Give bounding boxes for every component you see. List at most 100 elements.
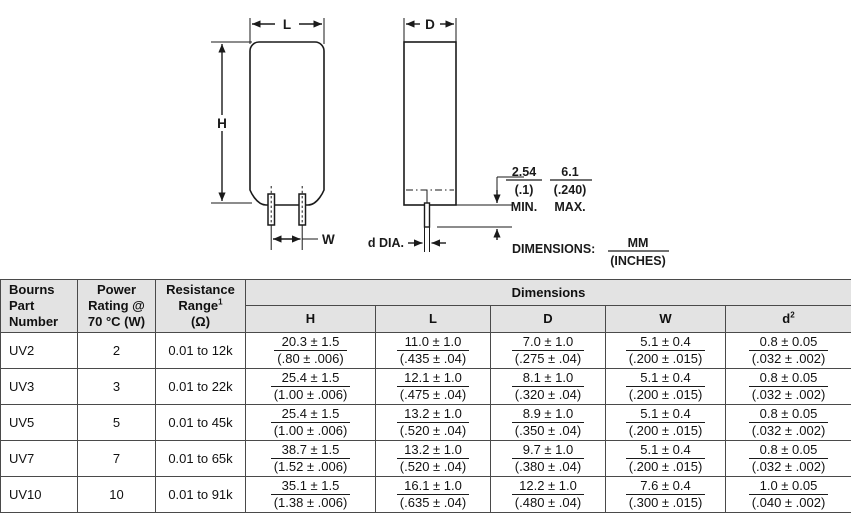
table-row: UV5 5 0.01 to 45k 25.4 ± 1.5 (1.00 ± .006) 13… (0, 403, 851, 441)
cell-resistance-range: 0.01 to 22k (155, 367, 246, 405)
value-inches: (.032 ± .002) (751, 386, 826, 402)
cell-dimension-w: 5.1 ± 0.4 (.200 ± .015) (605, 367, 726, 405)
value-inches: (.320 ± .04) (514, 386, 582, 402)
value-mm: 5.1 ± 0.4 (625, 442, 706, 459)
fraction-mm-over-inches: 0.8 ± 0.05 (.032 ± .002) (748, 370, 829, 403)
fraction-mm-over-inches: 38.7 ± 1.5 (1.52 ± .006) (270, 442, 351, 475)
cell-dimension-h: 20.3 ± 1.5 (.80 ± .006) (245, 331, 376, 369)
specifications-table: Bourns Part Number Power Rating @ 70 °C … (0, 278, 851, 513)
seating-plane-callout: 2.54 (.1) MIN. 6.1 (.240) MAX. (506, 165, 592, 214)
units-note-label: DIMENSIONS: (512, 242, 595, 256)
value-mm: 5.1 ± 0.4 (625, 334, 706, 351)
value-inches: (.475 ± .04) (399, 386, 467, 402)
value-mm: 8.9 ± 1.0 (511, 406, 585, 423)
cell-dimension-l: 13.2 ± 1.0 (.520 ± .04) (375, 439, 491, 477)
value-mm: 25.4 ± 1.5 (270, 370, 351, 387)
header-power-rating-line3: 70 °C (W) (87, 313, 146, 329)
cell-resistance-range: 0.01 to 91k (155, 475, 246, 513)
seating-max-label: MAX. (554, 200, 585, 214)
header-resistance-line2: Range (178, 297, 219, 313)
table-row: UV7 7 0.01 to 65k 38.7 ± 1.5 (1.52 ± .006) 13… (0, 439, 851, 477)
header-part-number-line1: Bourns (9, 282, 55, 297)
value-inches: (.200 ± .015) (628, 386, 703, 402)
cell-dimension-l: 13.2 ± 1.0 (.520 ± .04) (375, 403, 491, 441)
header-part-number-line2: Part (9, 297, 35, 313)
header-dim-d-dia: d2 (725, 305, 851, 333)
fraction-mm-over-inches: 16.1 ± 1.0 (.635 ± .04) (396, 478, 470, 511)
value-mm: 12.2 ± 1.0 (511, 478, 585, 495)
fraction-mm-over-inches: 12.1 ± 1.0 (.475 ± .04) (396, 370, 470, 403)
cell-dimension-h: 25.4 ± 1.5 (1.00 ± .006) (245, 367, 376, 405)
cell-dimension-d: 0.8 ± 0.05 (.032 ± .002) (725, 403, 851, 441)
fraction-mm-over-inches: 12.2 ± 1.0 (.480 ± .04) (511, 478, 585, 511)
header-dim-d-dia-text: d (782, 311, 791, 327)
fraction-mm-over-inches: 8.9 ± 1.0 (.350 ± .04) (511, 406, 585, 439)
header-dim-l: L (375, 305, 491, 333)
front-view: L H W (211, 17, 335, 250)
fraction-mm-over-inches: 9.7 ± 1.0 (.380 ± .04) (511, 442, 585, 475)
fraction-mm-over-inches: 5.1 ± 0.4 (.200 ± .015) (625, 442, 706, 475)
cell-dimension-h: 25.4 ± 1.5 (1.00 ± .006) (245, 403, 376, 441)
cell-power-rating: 3 (77, 367, 156, 405)
value-inches: (.380 ± .04) (514, 458, 582, 474)
fraction-mm-over-inches: 11.0 ± 1.0 (.435 ± .04) (396, 334, 470, 367)
fraction-mm-over-inches: 25.4 ± 1.5 (1.00 ± .006) (270, 406, 351, 439)
header-resistance-line3: (Ω) (190, 313, 211, 329)
value-inches: (.032 ± .002) (751, 422, 826, 438)
fraction-mm-over-inches: 8.1 ± 1.0 (.320 ± .04) (511, 370, 585, 403)
table-header-row-primary: Bourns Part Number Power Rating @ 70 °C … (0, 278, 851, 333)
table-body: UV2 2 0.01 to 12k 20.3 ± 1.5 (.80 ± .006) 11.… (0, 331, 851, 513)
cell-dimension-d: 0.8 ± 0.05 (.032 ± .002) (725, 367, 851, 405)
value-mm: 25.4 ± 1.5 (270, 406, 351, 423)
value-inches: (1.00 ± .006) (273, 422, 348, 438)
fraction-mm-over-inches: 35.1 ± 1.5 (1.38 ± .006) (270, 478, 351, 511)
fraction-mm-over-inches: 7.6 ± 0.4 (.300 ± .015) (625, 478, 706, 511)
value-inches: (.635 ± .04) (399, 494, 467, 510)
cell-resistance-range: 0.01 to 65k (155, 439, 246, 477)
header-dim-d: D (490, 305, 606, 333)
value-mm: 7.6 ± 0.4 (625, 478, 706, 495)
seating-min-label: MIN. (511, 200, 537, 214)
cell-dimension-d: 8.1 ± 1.0 (.320 ± .04) (490, 367, 606, 405)
value-mm: 7.0 ± 1.0 (511, 334, 585, 351)
value-inches: (1.00 ± .006) (273, 386, 348, 402)
value-mm: 35.1 ± 1.5 (270, 478, 351, 495)
dim-label-d-dia: d DIA. (368, 236, 404, 250)
value-inches: (.350 ± .04) (514, 422, 582, 438)
fraction-mm-over-inches: 5.1 ± 0.4 (.200 ± .015) (625, 406, 706, 439)
value-mm: 0.8 ± 0.05 (748, 442, 829, 459)
table-row: UV10 10 0.01 to 91k 35.1 ± 1.5 (1.38 ± .006)… (0, 475, 851, 513)
front-view-body (249, 41, 325, 206)
header-power-rating-line1: Power (96, 282, 136, 297)
cell-dimension-d: 0.8 ± 0.05 (.032 ± .002) (725, 439, 851, 477)
component-outline-drawing: L H W (211, 17, 669, 268)
dim-label-w: W (322, 232, 335, 247)
side-view-body (403, 41, 457, 206)
cell-dimension-w: 5.1 ± 0.4 (.200 ± .015) (605, 403, 726, 441)
seating-min-inch: (.1) (515, 183, 534, 197)
value-inches: (.435 ± .04) (399, 350, 467, 366)
side-view: D d DIA. (368, 17, 524, 252)
cell-dimension-w: 7.6 ± 0.4 (.300 ± .015) (605, 475, 726, 513)
fraction-mm-over-inches: 0.8 ± 0.05 (.032 ± .002) (748, 442, 829, 475)
value-inches: (.032 ± .002) (751, 350, 826, 366)
value-inches: (.200 ± .015) (628, 422, 703, 438)
header-part-number: Bourns Part Number (0, 279, 78, 333)
value-inches: (.520 ± .04) (399, 422, 467, 438)
value-inches: (.480 ± .04) (514, 494, 582, 510)
cell-power-rating: 5 (77, 403, 156, 441)
value-mm: 16.1 ± 1.0 (396, 478, 470, 495)
value-mm: 5.1 ± 0.4 (625, 370, 706, 387)
fraction-mm-over-inches: 0.8 ± 0.05 (.032 ± .002) (748, 334, 829, 367)
value-inches: (.275 ± .04) (514, 350, 582, 366)
seating-max-value: 6.1 (561, 165, 578, 179)
value-mm: 9.7 ± 1.0 (511, 442, 585, 459)
cell-resistance-range: 0.01 to 45k (155, 403, 246, 441)
value-mm: 0.8 ± 0.05 (748, 334, 829, 351)
units-note: DIMENSIONS: MM (INCHES) (512, 236, 669, 268)
table-header-row-secondary: H L D W d2 (1, 305, 851, 333)
fraction-mm-over-inches: 5.1 ± 0.4 (.200 ± .015) (625, 334, 706, 367)
cell-part-number: UV5 (0, 403, 78, 441)
value-mm: 13.2 ± 1.0 (396, 442, 470, 459)
cell-dimension-d: 0.8 ± 0.05 (.032 ± .002) (725, 331, 851, 369)
